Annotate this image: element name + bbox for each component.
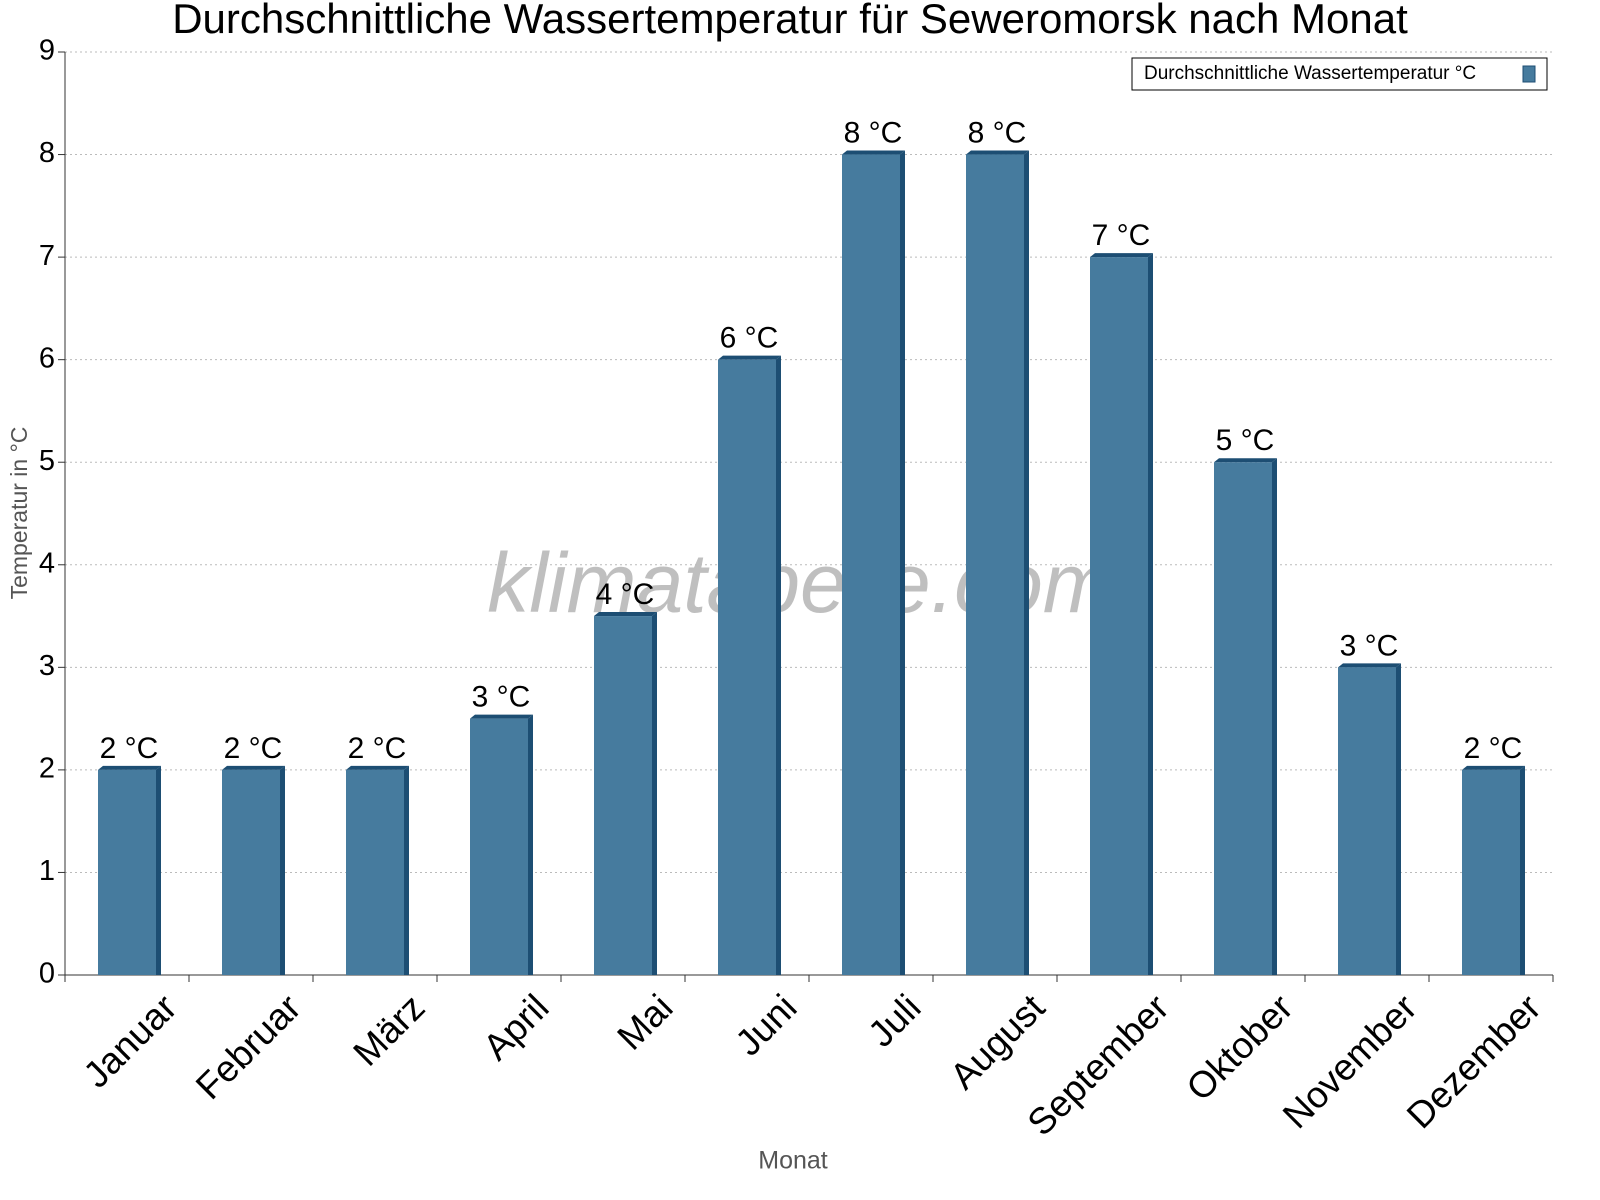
x-tick-label: November (1275, 987, 1425, 1137)
bar-side (1148, 253, 1153, 976)
legend-label: Durchschnittliche Wassertemperatur °C (1144, 63, 1476, 84)
bar (222, 769, 280, 975)
value-label: 8 °C (968, 116, 1027, 149)
x-tick-label: Januar (76, 987, 185, 1096)
y-tick-label: 1 (39, 855, 55, 887)
bar (1338, 667, 1396, 975)
bar (470, 718, 528, 975)
bar-side (280, 765, 285, 975)
y-tick-label: 0 (39, 958, 55, 990)
x-tick-label: Juli (860, 987, 928, 1055)
y-tick-label: 8 (39, 137, 55, 169)
x-tick-label: August (942, 986, 1053, 1097)
x-tick-label: Juni (728, 987, 805, 1064)
bar-top (222, 765, 285, 770)
bar-side (404, 765, 409, 975)
bar (1214, 462, 1272, 975)
bar-top (1214, 458, 1277, 463)
y-tick-label: 9 (39, 35, 55, 67)
bar-side (652, 612, 657, 975)
bar-side (1024, 150, 1029, 976)
bar-side (1520, 765, 1525, 975)
bar (346, 769, 404, 975)
y-tick-label: 7 (39, 240, 55, 272)
y-tick-label: 2 (39, 753, 55, 785)
y-tick-label: 5 (39, 445, 55, 477)
value-label: 6 °C (720, 322, 779, 355)
bar-top (1090, 253, 1153, 258)
bar-top (1338, 663, 1401, 668)
bar-side (156, 765, 161, 975)
bar (718, 359, 776, 976)
x-tick-label: März (345, 987, 432, 1074)
value-label: 7 °C (1092, 219, 1151, 252)
x-tick-label: Februar (188, 987, 309, 1108)
y-tick-label: 4 (39, 547, 55, 579)
bar-side (1396, 663, 1401, 975)
legend-box (1131, 57, 1548, 91)
x-tick-label: Dezember (1399, 987, 1549, 1137)
bar-top (1462, 765, 1525, 770)
bar-top (98, 765, 161, 770)
x-axis-title: Monat (758, 1147, 828, 1175)
chart-title: Durchschnittliche Wassertemperatur für S… (172, 0, 1408, 42)
bar-top (594, 612, 657, 617)
bar (1462, 769, 1520, 975)
value-label: 3 °C (1340, 629, 1399, 662)
y-tick-label: 6 (39, 342, 55, 374)
value-label: 2 °C (100, 732, 159, 765)
bar (966, 154, 1024, 976)
legend-swatch (1522, 65, 1536, 83)
bar-top (470, 714, 533, 719)
bar (594, 616, 652, 975)
bar-side (528, 714, 533, 975)
y-axis-title: Temperatur in °C (6, 427, 32, 600)
x-tick-label: Mai (609, 987, 680, 1058)
bar (1090, 257, 1148, 976)
legend: Durchschnittliche Wassertemperatur °C (1131, 57, 1548, 91)
bar-top (966, 150, 1029, 155)
bar-top (842, 150, 905, 155)
bar-side (776, 355, 781, 976)
value-label: 2 °C (1464, 732, 1523, 765)
value-label: 2 °C (224, 732, 283, 765)
value-label: 8 °C (844, 116, 903, 149)
bar-side (900, 150, 905, 976)
y-tick-label: 3 (39, 650, 55, 682)
value-label: 5 °C (1216, 424, 1275, 457)
value-label: 4 °C (596, 578, 655, 611)
bar-top (346, 765, 409, 770)
bar-side (1272, 458, 1277, 975)
value-label: 3 °C (472, 681, 531, 714)
bar (842, 154, 900, 976)
x-tick-label: Oktober (1179, 987, 1301, 1109)
x-tick-label: April (475, 987, 556, 1068)
bar (98, 769, 156, 975)
bar-top (718, 355, 781, 360)
value-label: 2 °C (348, 732, 407, 765)
